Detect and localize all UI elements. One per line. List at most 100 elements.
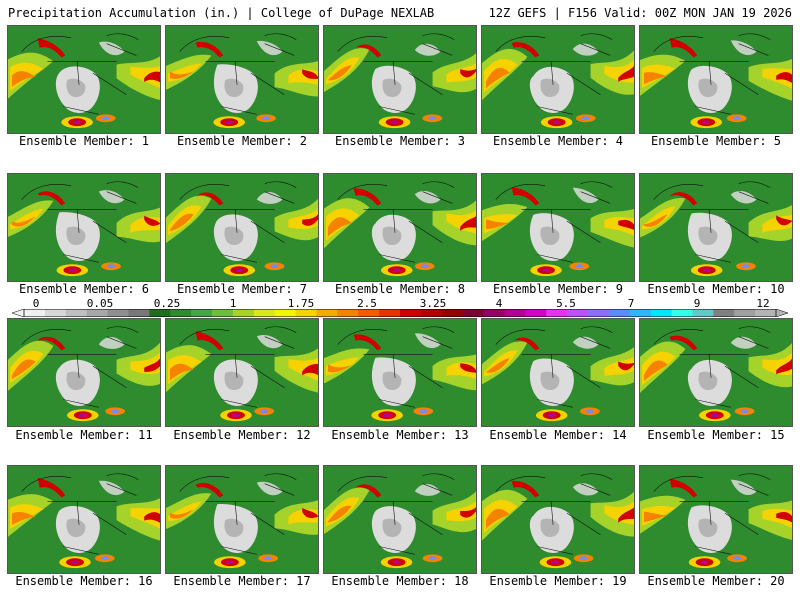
ensemble-member-label: Ensemble Member: 5 xyxy=(650,134,782,148)
colorbar-tick-label: 12 xyxy=(756,297,770,310)
ensemble-map-panel xyxy=(165,318,319,427)
precip-map-8 xyxy=(324,174,476,281)
precip-map-1 xyxy=(8,26,160,133)
ensemble-member-label: Ensemble Member: 8 xyxy=(334,282,466,296)
ensemble-member-label: Ensemble Member: 4 xyxy=(492,134,624,148)
ensemble-map-panel xyxy=(639,173,793,282)
ensemble-member-label: Ensemble Member: 1 xyxy=(18,134,150,148)
colorbar-tick-label: 4 xyxy=(495,297,503,310)
ensemble-map-panel xyxy=(323,25,477,134)
colorbar-swatch xyxy=(274,309,297,317)
colorbar-swatch xyxy=(86,309,109,317)
precip-map-16 xyxy=(8,466,160,573)
colorbar-swatch xyxy=(295,309,317,317)
ensemble-member-label: Ensemble Member: 7 xyxy=(176,282,308,296)
colorbar-tick-label: 3.25 xyxy=(419,297,447,310)
ensemble-member-label: Ensemble Member: 14 xyxy=(489,428,627,442)
precip-map-18 xyxy=(324,466,476,573)
precip-map-3 xyxy=(324,26,476,133)
colorbar-swatch xyxy=(107,309,129,317)
colorbar-tick-label: 2.5 xyxy=(357,297,377,310)
colorbar-swatch xyxy=(379,309,401,317)
ensemble-map-panel xyxy=(639,318,793,427)
colorbar-tick-label: 0 xyxy=(32,297,40,310)
precip-map-4 xyxy=(482,26,634,133)
precip-map-10 xyxy=(640,174,792,281)
ensemble-member-label: Ensemble Member: 9 xyxy=(492,282,624,296)
colorbar-swatch xyxy=(441,309,464,317)
colorbar-swatch xyxy=(546,309,568,317)
ensemble-map-panel xyxy=(323,465,477,574)
precip-map-11 xyxy=(8,319,160,426)
colorbar-swatch xyxy=(504,309,526,317)
ensemble-map-panel xyxy=(639,25,793,134)
colorbar-tick-label: 0.25 xyxy=(153,297,181,310)
precip-map-15 xyxy=(640,319,792,426)
colorbar-swatch xyxy=(692,309,714,317)
precip-map-5 xyxy=(640,26,792,133)
ensemble-map-panel xyxy=(7,318,161,427)
colorbar-tick-label: 7 xyxy=(627,297,635,310)
precip-map-7 xyxy=(166,174,318,281)
ensemble-map-panel xyxy=(481,25,635,134)
product-title: Precipitation Accumulation (in.) | Colle… xyxy=(8,6,435,20)
colorbar-swatch xyxy=(170,309,192,317)
colorbar-swatch xyxy=(734,309,756,317)
ensemble-map-panel xyxy=(165,173,319,282)
colorbar-tick-label: 1.75 xyxy=(287,297,315,310)
precip-map-14 xyxy=(482,319,634,426)
colorbar-swatch xyxy=(713,309,735,317)
colorbar-swatch xyxy=(671,309,693,317)
ensemble-map-panel xyxy=(165,25,319,134)
colorbar-swatch xyxy=(483,309,505,317)
precip-map-2 xyxy=(166,26,318,133)
precip-map-20 xyxy=(640,466,792,573)
colorbar-swatch xyxy=(44,309,67,317)
ensemble-member-label: Ensemble Member: 13 xyxy=(331,428,469,442)
colorbar-swatch xyxy=(65,309,88,317)
colorbar-swatch xyxy=(608,309,631,317)
ensemble-map-panel xyxy=(7,173,161,282)
colorbar-min-arrow xyxy=(12,309,25,317)
colorbar-tick-label: 1 xyxy=(229,297,237,310)
colorbar-swatch xyxy=(588,309,610,317)
ensemble-member-label: Ensemble Member: 16 xyxy=(15,574,153,588)
ensemble-member-label: Ensemble Member: 20 xyxy=(647,574,785,588)
colorbar-swatch xyxy=(525,309,547,317)
colorbar-swatch xyxy=(212,309,234,317)
ensemble-map-panel xyxy=(7,25,161,134)
precip-map-17 xyxy=(166,466,318,573)
colorbar-tick-label: 5.5 xyxy=(556,297,576,310)
ensemble-member-label: Ensemble Member: 2 xyxy=(176,134,308,148)
precip-map-9 xyxy=(482,174,634,281)
colorbar-swatch xyxy=(755,309,777,317)
ensemble-member-label: Ensemble Member: 19 xyxy=(489,574,627,588)
ensemble-map-panel xyxy=(323,173,477,282)
ensemble-map-panel xyxy=(165,465,319,574)
colorbar-tick-label: 0.05 xyxy=(86,297,114,310)
colorbar-swatch xyxy=(650,309,673,317)
colorbar-tick-label: 9 xyxy=(693,297,701,310)
ensemble-member-label: Ensemble Member: 10 xyxy=(647,282,785,296)
colorbar-max-arrow xyxy=(775,309,788,317)
ensemble-member-label: Ensemble Member: 15 xyxy=(647,428,785,442)
colorbar-swatch xyxy=(337,309,359,317)
ensemble-map-panel xyxy=(481,173,635,282)
precip-map-19 xyxy=(482,466,634,573)
colorbar-swatch xyxy=(253,309,276,317)
colorbar-swatch xyxy=(316,309,338,317)
ensemble-map-panel xyxy=(7,465,161,574)
colorbar-swatch xyxy=(232,309,255,317)
ensemble-map-panel xyxy=(481,318,635,427)
colorbar-swatch xyxy=(420,309,443,317)
ensemble-member-label: Ensemble Member: 18 xyxy=(331,574,469,588)
ensemble-member-label: Ensemble Member: 12 xyxy=(173,428,311,442)
colorbar-swatch xyxy=(128,309,150,317)
precip-colorbar xyxy=(12,309,788,317)
precip-map-13 xyxy=(324,319,476,426)
colorbar-swatch xyxy=(358,309,380,317)
ensemble-member-label: Ensemble Member: 17 xyxy=(173,574,311,588)
colorbar-swatch xyxy=(462,309,485,317)
colorbar-swatch xyxy=(629,309,652,317)
ensemble-member-label: Ensemble Member: 3 xyxy=(334,134,466,148)
